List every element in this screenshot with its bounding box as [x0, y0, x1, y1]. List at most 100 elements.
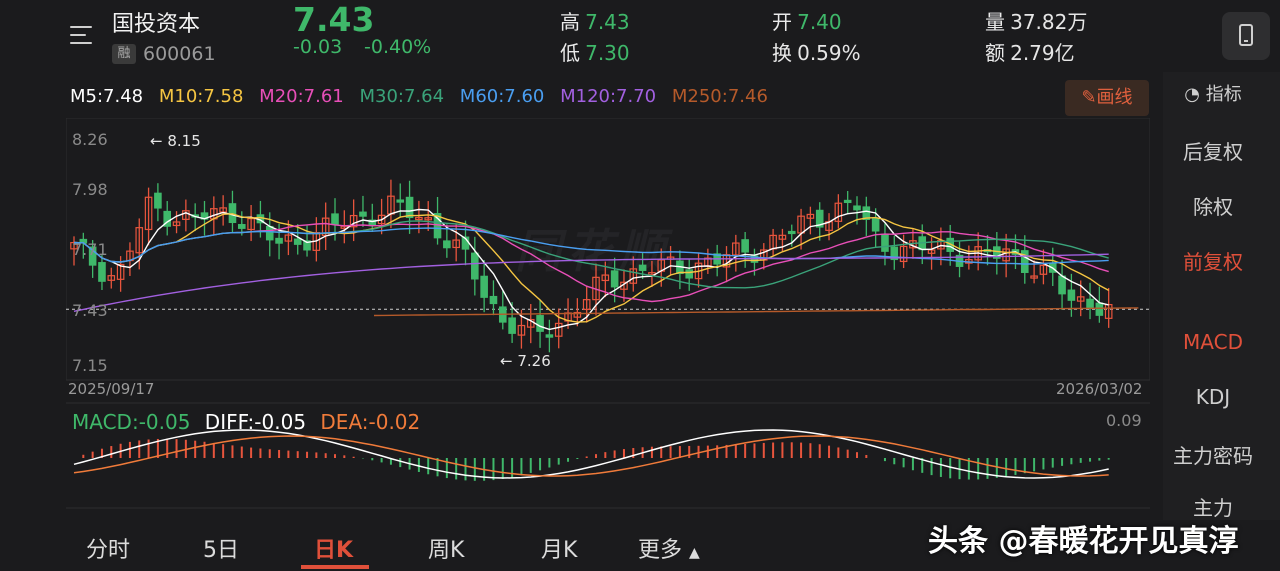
sidebar-item-zl[interactable]: 主力	[1193, 496, 1233, 520]
y-label-2: 7.98	[72, 180, 108, 199]
candle-body	[610, 270, 619, 288]
candle-body	[573, 311, 582, 318]
stat-turnover: 换 0.59%	[772, 41, 861, 65]
candle-body	[1039, 264, 1048, 275]
candle-body	[284, 234, 293, 242]
candle-body	[107, 275, 116, 281]
sidebar-item-cq[interactable]: 除权	[1193, 195, 1233, 219]
candle-body	[1076, 296, 1085, 302]
sidebar-item-macd[interactable]: MACD	[1183, 330, 1243, 354]
tab-daily-k[interactable]: 日K	[314, 538, 354, 563]
stat-amount: 额 2.79亿	[985, 41, 1075, 65]
tab-5day[interactable]: 5日	[203, 538, 239, 563]
ma30-line	[73, 220, 1109, 289]
end-date: 2026/03/02	[1056, 380, 1143, 398]
stat-low: 低 7.30	[560, 41, 630, 65]
candle-body	[424, 217, 433, 221]
y-label-3: 7.71	[72, 240, 108, 259]
candle-body	[480, 275, 488, 298]
ma5-label: M5:7.48	[70, 86, 144, 107]
candle-body	[787, 230, 796, 235]
y-label-1: 8.26	[72, 130, 108, 149]
candle-body	[237, 224, 246, 229]
ma20-label: M20:7.61	[259, 86, 344, 107]
ma20-line	[73, 222, 1109, 303]
candle-body	[899, 245, 908, 263]
ma250-label: M250:7.46	[671, 86, 768, 107]
macd-value: MACD:-0.05	[72, 410, 191, 434]
candle-body	[554, 322, 563, 337]
candle-body	[1058, 275, 1066, 295]
tab-intraday[interactable]: 分时	[86, 538, 131, 563]
candle-body	[862, 206, 871, 220]
candle-body	[331, 213, 339, 225]
stat-volume: 量 37.82万	[985, 10, 1088, 34]
kline-chart[interactable]	[66, 118, 1150, 518]
dea-line	[73, 435, 1109, 477]
sidebar-item-hfq[interactable]: 后复权	[1183, 140, 1243, 164]
candle-body	[303, 240, 311, 251]
ma120-label: M120:7.70	[560, 86, 657, 107]
stock-name: 国投资本	[112, 12, 201, 37]
stat-high: 高 7.43	[560, 10, 630, 34]
candle-body	[415, 216, 423, 221]
candle-body	[172, 221, 181, 227]
y-label-5: 7.15	[72, 356, 108, 375]
candle-body	[732, 242, 740, 256]
candle-body	[834, 202, 843, 222]
tab-more[interactable]: 更多 ▲	[638, 538, 700, 563]
candle-body	[937, 240, 945, 250]
sidebar-item-kdj[interactable]: KDJ	[1195, 385, 1231, 409]
candle-body	[1067, 289, 1076, 301]
macd-max-label: 0.09	[1106, 411, 1142, 430]
low-marker: ← 7.26	[500, 352, 551, 370]
ma60-line	[73, 227, 1109, 265]
candle-body	[741, 239, 749, 253]
phone-icon[interactable]	[1222, 12, 1270, 60]
tab-monthly-k[interactable]: 月K	[541, 538, 578, 563]
candle-body	[405, 196, 414, 219]
ma5-line	[73, 208, 1109, 331]
active-tab-indicator	[301, 565, 369, 569]
candle-body	[993, 246, 1001, 259]
price-change-pct: -0.40%	[364, 36, 432, 58]
low-marker-value: 7.26	[517, 352, 551, 370]
candle-body	[144, 196, 153, 231]
stat-open: 开 7.40	[772, 10, 842, 34]
menu-icon[interactable]	[70, 22, 96, 48]
draw-line-button[interactable]: ✎画线	[1065, 80, 1149, 116]
quote-header: 国投资本 融 600061 7.43 -0.03 -0.40% 高 7.43 低…	[0, 0, 1280, 72]
sidebar-item-zlmm[interactable]: 主力密码	[1173, 444, 1253, 468]
candle-body	[1095, 302, 1104, 316]
author-watermark: 头条 @春暖花开见真淳	[928, 524, 1239, 559]
candle-body	[443, 240, 451, 249]
tab-weekly-k[interactable]: 周K	[428, 538, 465, 563]
stock-code: 600061	[143, 43, 216, 65]
ma10-line	[73, 213, 1110, 323]
ma250-line	[373, 307, 1139, 317]
candle-body	[1030, 275, 1038, 279]
right-sidebar: ◔ 指标 后复权 除权 前复权 MACD KDJ 主力密码 主力	[1163, 72, 1280, 520]
candle-body	[154, 192, 162, 209]
dea-value: DEA:-0.02	[320, 410, 421, 434]
candle-body	[881, 233, 889, 252]
candle-body	[582, 299, 591, 311]
candle-body	[1002, 248, 1010, 262]
ma10-label: M10:7.58	[158, 86, 244, 107]
indicator-button[interactable]: ◔ 指标	[1184, 84, 1242, 105]
sidebar-item-qfq[interactable]: 前复权	[1183, 250, 1243, 274]
candle-body	[471, 252, 479, 280]
candle-body	[508, 317, 516, 334]
margin-badge: 融	[112, 44, 136, 64]
candle-body	[871, 218, 880, 232]
candle-body	[890, 246, 899, 261]
period-tabs: 分时 5日 日K 周K 月K 更多 ▲	[0, 520, 1280, 571]
candle-body	[135, 227, 144, 254]
candle-body	[88, 246, 97, 266]
candle-body	[1020, 250, 1029, 273]
candle-body	[489, 295, 498, 305]
candle-body	[806, 213, 815, 219]
candle-body	[396, 199, 405, 203]
ma60-label: M60:7.60	[459, 86, 545, 107]
candle-body	[778, 234, 787, 240]
